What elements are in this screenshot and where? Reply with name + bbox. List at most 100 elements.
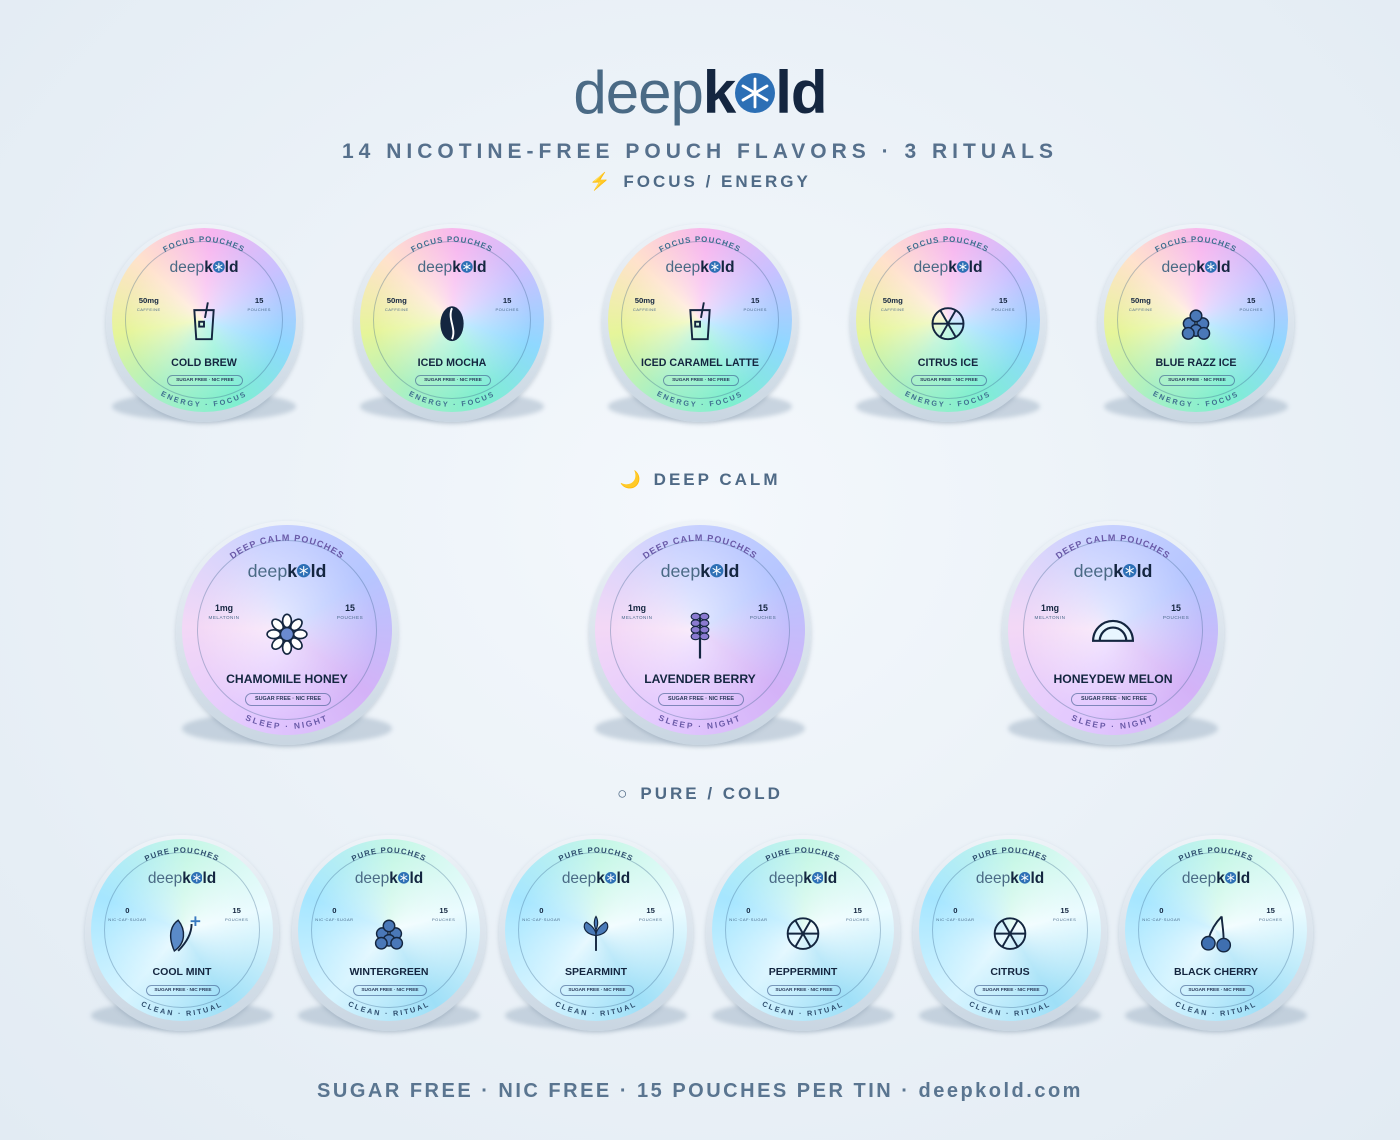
tin-badge: SUGAR FREE · NIC FREE (658, 693, 744, 706)
flavor-name: WINTERGREEN (349, 966, 429, 979)
tin-bottom-text: CLEAN · RITUAL (554, 999, 636, 1018)
tin-brand: deepk ld (1104, 259, 1288, 278)
tin-bottom-text: ENERGY · FOCUS (1151, 389, 1238, 409)
tin-ring (1116, 240, 1276, 400)
brand-bold: k (452, 259, 461, 277)
tin-ring (372, 240, 532, 400)
brand-flake (1204, 261, 1217, 273)
brand-flake (1123, 564, 1137, 578)
brand-bold: ld (823, 869, 838, 887)
arc-path (924, 930, 1096, 1016)
brand-light: deep (1181, 869, 1217, 887)
stat-value: 15 (1246, 296, 1256, 306)
stat-value: 15 (998, 296, 1008, 306)
tin-overlay: FOCUS POUCHES ENERGY · FOCUS (1151, 235, 1239, 409)
tin-top-text: DEEP CALM POUCHES (228, 533, 345, 561)
stat-value: 1mg (1040, 602, 1060, 613)
stat-value: 15 (1266, 906, 1275, 916)
tin-top-text: PURE POUCHES (764, 846, 841, 864)
tin-top-arc: FOCUS POUCHES (1154, 235, 1239, 254)
tin-top-text: PURE POUCHES (143, 846, 220, 864)
tin-bottom-arc: ENERGY · FOCUS (655, 389, 744, 409)
tin-bottom-arc: ENERGY · FOCUS (159, 389, 248, 409)
stat-value: 15 (1060, 906, 1069, 916)
arc-path (117, 320, 291, 407)
stat-value: 15 (1171, 602, 1181, 613)
tin-bottom-text: ENERGY · FOCUS (655, 389, 742, 409)
brand-flake (956, 261, 969, 273)
brand-bold: k (700, 259, 709, 277)
stat-value: 50mg (386, 296, 407, 306)
tin-ring (724, 851, 882, 1009)
brand-flake (190, 872, 203, 884)
tin-top-arc: FOCUS POUCHES (410, 235, 495, 254)
tin-badge: SUGAR FREE · NIC FREE (1159, 375, 1235, 387)
section-icon: ○ (617, 784, 631, 803)
stat-value: 15 (750, 296, 760, 306)
brand-bold: ld (409, 869, 424, 887)
stat-label: CAFFEINE (1128, 307, 1153, 313)
tin-badge: SUGAR FREE · NIC FREE (766, 984, 842, 996)
section-title: ⚡ FOCUS / ENERGY (0, 172, 1400, 192)
tin-bottom-arc: ENERGY · FOCUS (407, 389, 496, 409)
stat-label: CAFFEINE (136, 307, 161, 313)
flavor-name: SPEARMINT (564, 966, 628, 979)
tin-overlay: PURE POUCHES CLEAN · RITUAL (312, 846, 467, 1018)
tin-overlay: PURE POUCHES CLEAN · RITUAL (554, 846, 636, 1018)
brand-light: deep (768, 869, 804, 887)
flavor-icon (193, 302, 215, 341)
tin-badge: SUGAR FREE · NIC FREE (973, 984, 1049, 996)
tin-badge: SUGAR FREE · NIC FREE (415, 375, 491, 387)
brand-bold: ld (202, 869, 217, 887)
stat-label: POUCHES (431, 917, 456, 923)
brand-light: deep (561, 869, 597, 887)
tin-ring (868, 240, 1028, 400)
stat-value: 0 (746, 906, 751, 916)
tin-brand: deepk ld (1125, 870, 1307, 889)
brand-bold: k (287, 560, 298, 581)
brand-light: deep (147, 869, 183, 887)
tin-ring (517, 851, 675, 1009)
stat-label: POUCHES (336, 615, 364, 621)
brand-bold: k (1196, 259, 1205, 277)
flavor-name: LAVENDER BERRY (644, 672, 756, 686)
brand-bold: ld (1136, 560, 1153, 581)
tin-brand: deepk ld (91, 870, 273, 889)
stat-label: NIC·CAF·SUGAR (729, 917, 768, 923)
tin-overlay: PURE POUCHES CLEAN · RITUAL (1174, 846, 1258, 1018)
stat-label: NIC·CAF·SUGAR (315, 917, 354, 923)
tin-brand: deepk ld (112, 259, 296, 278)
tin-ring (103, 851, 261, 1009)
tin-bottom-text: CLEAN · RITUAL (761, 999, 843, 1018)
tin-bottom-arc: CLEAN · RITUAL (140, 999, 224, 1018)
stat-label: MELATONIN (621, 615, 653, 621)
flavor-icon (169, 916, 201, 952)
brand-bold: k (596, 869, 605, 887)
flavor-name: BLUE RAZZ ICE (1155, 356, 1237, 369)
tin-bottom-text: SLEEP · NIGHT (244, 712, 328, 731)
flavor-name: CITRUS (990, 966, 1030, 979)
tin-bottom-arc: CLEAN · RITUAL (1174, 999, 1258, 1018)
tin-bottom-arc: SLEEP · NIGHT (244, 712, 330, 731)
tin-bottom-arc: CLEAN · RITUAL (347, 999, 431, 1018)
arc-path (312, 853, 467, 930)
flavor-name: ICED CARAMEL LATTE (640, 356, 759, 369)
tin-top-arc: PURE POUCHES (971, 846, 1049, 864)
stat-value: 15 (345, 602, 355, 613)
tin-top-arc: DEEP CALM POUCHES (641, 533, 759, 561)
stat-value: 15 (232, 906, 241, 916)
tin-badge: SUGAR FREE · NIC FREE (911, 375, 987, 387)
brand-bold: ld (472, 259, 487, 277)
tin-face: deepk ld 50mg CAFFEINE 15 POUCHES BLUE RAZZ IC… (1104, 228, 1288, 412)
tin-top-arc: PURE POUCHES (1177, 846, 1255, 864)
tin-badge: SUGAR FREE · NIC FREE (167, 375, 243, 387)
tin-face: deepk ld 0 NIC·CAF·SUGAR 15 POUCHES PEPPERMINT… (712, 839, 894, 1021)
stat-label: POUCHES (1052, 917, 1077, 923)
tin-overlay: DEEP CALM POUCHES SLEEP · NIGHT (1054, 533, 1171, 731)
stat-value: 1mg (627, 602, 647, 613)
section-title-text: FOCUS / ENERGY (623, 172, 811, 191)
flavor-icon (440, 306, 464, 342)
tin-top-text: PURE POUCHES (350, 846, 427, 864)
stat-label: NIC·CAF·SUGAR (1142, 917, 1181, 923)
